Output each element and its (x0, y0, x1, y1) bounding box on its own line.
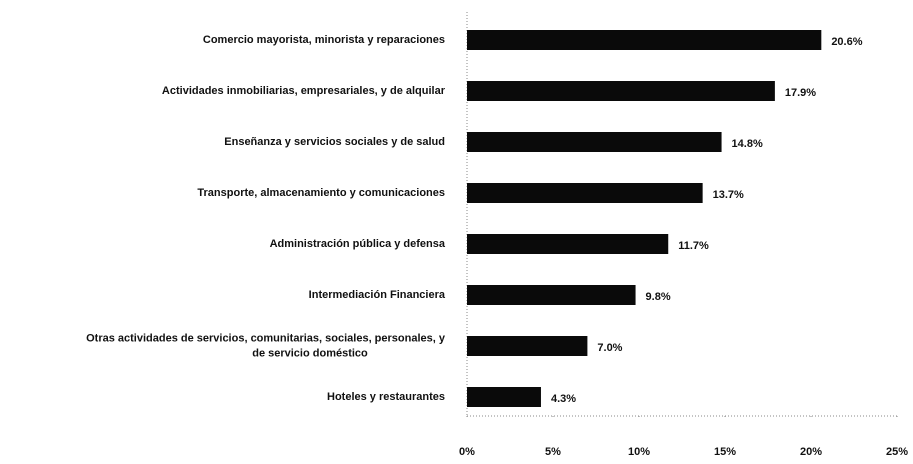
value-label: 7.0% (597, 342, 622, 354)
x-tick-label: 20% (800, 446, 822, 458)
value-label: 13.7% (713, 189, 744, 201)
bar (467, 30, 822, 50)
x-tick-label: 5% (545, 446, 561, 458)
category-label: Actividades inmobiliarias, empresariales… (162, 85, 446, 97)
bar (467, 132, 722, 152)
x-tick-label: 10% (628, 446, 650, 458)
category-label: Hoteles y restaurantes (327, 391, 445, 403)
value-label: 11.7% (678, 240, 709, 252)
category-label: Otras actividades de servicios, comunita… (86, 332, 446, 359)
bar (467, 285, 636, 305)
value-label: 14.8% (732, 138, 763, 150)
category-label: Comercio mayorista, minorista y reparaci… (203, 34, 445, 46)
value-label: 17.9% (785, 87, 816, 99)
bar (467, 234, 669, 254)
bar (467, 336, 588, 356)
value-label: 4.3% (551, 393, 576, 405)
bar (467, 81, 775, 101)
x-tick-label: 0% (459, 446, 475, 458)
category-label: Intermediación Financiera (309, 289, 446, 301)
category-label: Enseñanza y servicios sociales y de salu… (224, 136, 445, 148)
category-label: Administración pública y defensa (270, 238, 446, 250)
value-label: 9.8% (646, 291, 671, 303)
bar (467, 387, 541, 407)
category-label: Transporte, almacenamiento y comunicacio… (197, 187, 445, 199)
bar (467, 183, 703, 203)
value-label: 20.6% (831, 36, 862, 48)
x-tick-label: 15% (714, 446, 736, 458)
x-tick-label: 25% (886, 446, 908, 458)
